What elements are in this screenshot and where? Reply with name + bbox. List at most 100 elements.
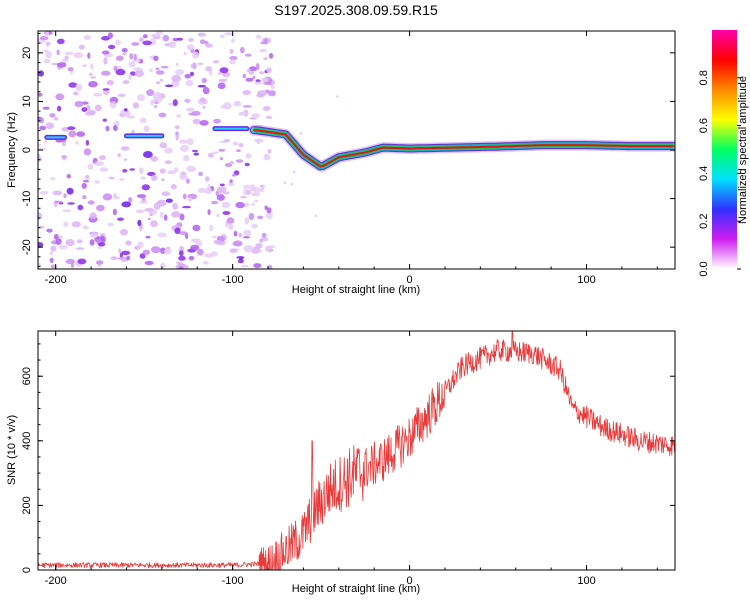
- heatmap-noise-cell: [219, 183, 225, 187]
- heatmap-noise-cell: [147, 217, 151, 221]
- heatmap-noise-cell: [137, 241, 144, 249]
- heatmap-noise-cell: [176, 37, 183, 41]
- heatmap-noise-cell: [257, 215, 264, 220]
- heatmap-noise-cell: [208, 69, 213, 76]
- heatmap-noise-cell: [219, 34, 225, 39]
- heatmap-noise-cell: [212, 235, 217, 239]
- heatmap-noise-cell: [142, 40, 152, 46]
- heatmap-noise-cell: [199, 39, 206, 44]
- heatmap-noise-cell: [96, 204, 105, 212]
- heatmap-noise-cell: [218, 78, 228, 82]
- heatmap-noise-cell: [73, 52, 84, 59]
- heatmap-noise-cell: [164, 160, 173, 165]
- heatmap-noise-cell: [239, 257, 244, 261]
- heatmap-noise-cell: [99, 233, 106, 236]
- heatmap-noise-cell: [85, 174, 90, 180]
- heatmap-noise-cell: [242, 105, 252, 108]
- heatmap-noise-cell: [61, 141, 66, 147]
- heatmap-noise-cell: [253, 263, 262, 269]
- heatmap-noise-cell: [174, 227, 181, 235]
- heatmap-noise-cell: [265, 115, 273, 119]
- heatmap-noise-cell: [222, 211, 231, 215]
- heatmap-noise-cell: [122, 80, 130, 85]
- heatmap-noise-cell: [118, 248, 122, 254]
- heatmap-noise-cell: [248, 71, 255, 75]
- heatmap-noise-cell: [62, 155, 66, 161]
- heatmap-noise-cell: [128, 73, 132, 80]
- heatmap-noise-cell: [231, 38, 235, 43]
- heatmap-noise-cell: [146, 89, 155, 97]
- heatmap-noise-cell: [192, 51, 200, 59]
- heatmap-noise-cell: [229, 48, 234, 55]
- heatmap-noise-cell: [246, 68, 252, 73]
- heatmap-noise-cell: [89, 212, 97, 220]
- heatmap-noise-cell: [293, 170, 296, 174]
- colorbar-tick-label: 0.0: [698, 261, 710, 276]
- heatmap-noise-cell: [251, 202, 255, 207]
- heatmap-noise-cell: [49, 251, 54, 256]
- heatmap-noise-cell: [245, 53, 252, 57]
- heatmap-noise-cell: [215, 190, 220, 197]
- heatmap-noise-cell: [260, 41, 268, 45]
- heatmap-noise-cell: [115, 39, 121, 46]
- snr-x-label: Height of straight line (km): [292, 583, 420, 595]
- heatmap-noise-cell: [223, 191, 230, 195]
- heatmap-noise-cell: [189, 71, 195, 77]
- heatmap-noise-cell: [229, 55, 238, 61]
- heatmap-noise-cell: [174, 82, 180, 86]
- heatmap-noise-cell: [45, 122, 55, 130]
- heatmap-noise-cell: [38, 117, 45, 124]
- heatmap-noise-cell: [164, 147, 173, 154]
- heatmap-noise-cell: [88, 72, 93, 76]
- heatmap-noise-cell: [240, 195, 247, 199]
- heatmap-noise-cell: [65, 258, 76, 265]
- heatmap-noise-cell: [229, 248, 238, 254]
- heatmap-noise-cell: [161, 191, 171, 197]
- heatmap-noise-cell: [151, 246, 161, 254]
- heatmap-noise-cell: [233, 102, 242, 107]
- heatmap-noise-cell: [87, 52, 91, 59]
- heatmap-noise-cell: [218, 148, 226, 152]
- heatmap-noise-cell: [75, 247, 85, 250]
- heatmap-noise-cell: [38, 155, 42, 163]
- heatmap-noise-cell: [241, 264, 249, 268]
- heatmap-noise-cell: [245, 153, 252, 159]
- heatmap-noise-cell: [102, 88, 110, 91]
- heatmap-noise-cell: [232, 141, 239, 146]
- heatmap-noise-cell: [243, 184, 251, 190]
- heatmap-noise-cell: [38, 143, 42, 147]
- heatmap-noise-cell: [44, 140, 48, 144]
- heatmap-noise-cell: [190, 63, 197, 69]
- heatmap-noise-cell: [260, 186, 265, 192]
- heatmap-noise-cell: [84, 111, 95, 116]
- heatmap-noise-cell: [259, 238, 264, 243]
- heatmap-noise-cell: [186, 178, 190, 184]
- heatmap-noise-cell: [216, 186, 227, 193]
- heatmap-noise-cell: [263, 57, 268, 60]
- heatmap-noise-cell: [87, 163, 94, 170]
- heatmap-noise-cell: [38, 225, 45, 229]
- heatmap-noise-cell: [184, 264, 189, 269]
- heatmap-noise-cell: [55, 93, 65, 101]
- heatmap-noise-cell: [223, 138, 231, 143]
- heatmap-noise-cell: [128, 197, 133, 203]
- heatmap-noise-cell: [165, 84, 174, 88]
- heatmap-noise-cell: [157, 232, 167, 238]
- colorbar-tick-label: 0.8: [698, 70, 710, 85]
- snr-plot-area: [38, 331, 675, 570]
- heatmap-noise-cell: [76, 239, 83, 244]
- heatmap-noise-cell: [143, 125, 150, 133]
- heatmap-noise-cell: [115, 55, 124, 61]
- heatmap-noise-cell: [131, 129, 135, 135]
- heatmap-noise-cell: [112, 208, 117, 216]
- heatmap-x-label: Height of straight line (km): [292, 284, 420, 296]
- heatmap-noise-cell: [235, 201, 245, 209]
- heatmap-noise-cell: [121, 48, 128, 53]
- heatmap-noise-cell: [109, 101, 117, 109]
- snr-y-label: SNR (10 * v/v): [6, 415, 18, 485]
- y-tick-label: 400: [21, 432, 33, 450]
- colorbar-tick-label: 0.2: [698, 214, 710, 229]
- heatmap-noise-cell: [143, 151, 153, 158]
- heatmap-noise-cell: [176, 261, 182, 265]
